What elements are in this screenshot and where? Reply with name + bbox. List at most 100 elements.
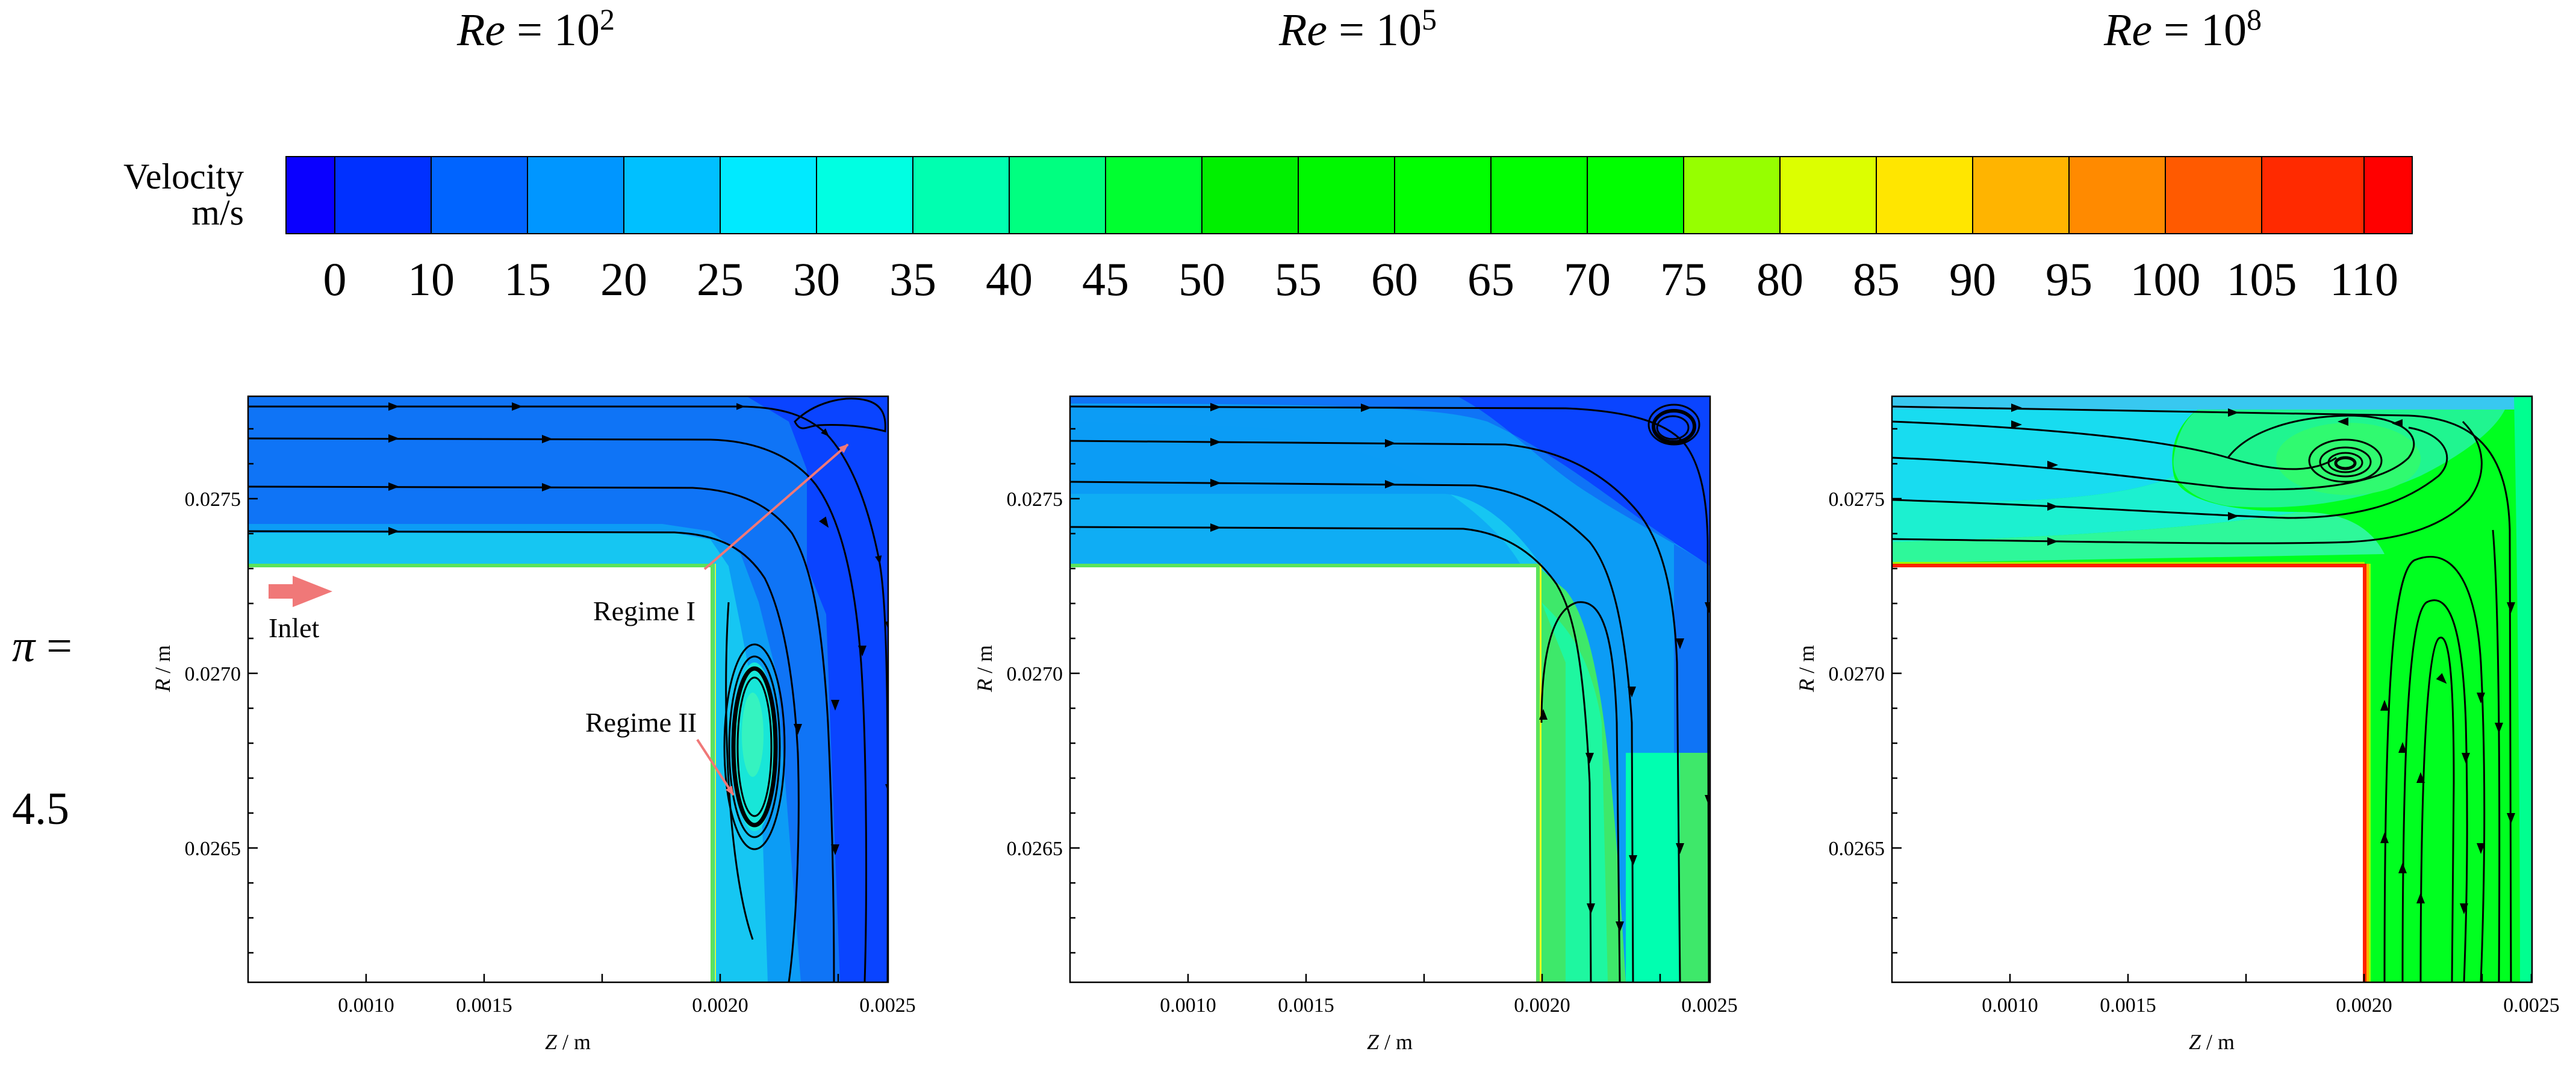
- colorbar-cell: [623, 156, 721, 234]
- panel-3-ylabel: R / m: [1794, 645, 1818, 693]
- colorbar-tick-label: 110: [2330, 253, 2398, 305]
- panel-3-xtick-4: 0.0025: [2503, 994, 2560, 1017]
- colorbar-cell: [2068, 156, 2166, 234]
- colorbar-cell: [912, 156, 1010, 234]
- colorbar-tick-label: 25: [697, 253, 744, 305]
- colorbar-cell: [1009, 156, 1106, 234]
- colorbar-cell: [816, 156, 913, 234]
- regime-1-pointer: [703, 443, 849, 570]
- panel-3-xlabel: Z / m: [2189, 1030, 2235, 1054]
- colorbar-cell: [1490, 156, 1588, 234]
- pi-value: 4.5: [12, 784, 69, 834]
- panel-1-axis-ticks: [248, 428, 889, 982]
- panel-2-ytick-1: 0.0275: [1007, 488, 1063, 511]
- regime-2-pointer: [696, 738, 735, 796]
- panel-re-1e8: 0.0010 0.0015 0.0020 0.0025 0.0275 0.027…: [1794, 395, 2560, 1054]
- panel-3-xtick-2: 0.0015: [2100, 994, 2156, 1017]
- colorbar-cell: [2165, 156, 2262, 234]
- panel-1-xlabel: Z / m: [545, 1030, 591, 1054]
- inlet-label: Inlet: [269, 612, 320, 643]
- row-label: π = 4.5: [12, 621, 72, 834]
- colorbar-tick-label: 20: [600, 253, 647, 305]
- colorbar-title: Velocity: [123, 157, 244, 196]
- regime-2-label: Regime II: [585, 707, 697, 738]
- panel-3-axis-ticks: [1892, 428, 2533, 982]
- panel-2-contour: [1070, 396, 1710, 982]
- colorbar-cell: [1779, 156, 1877, 234]
- panel-2-xtick-3: 0.0020: [1514, 994, 1570, 1017]
- colorbar-tick-label: 15: [504, 253, 551, 305]
- colorbar-tick-label: 100: [2130, 253, 2201, 305]
- colorbar: Velocity m/s 0 10 15 20 25 30 35 40 45 50 55 60 65 70…: [123, 156, 2413, 305]
- panel-1-ytick-2: 0.0270: [185, 663, 241, 685]
- panel-re-1e2: Inlet Regime I Regime II 0.0010 0.0015 0…: [151, 395, 916, 1054]
- colorbar-tick-label: 50: [1178, 253, 1225, 305]
- panel-1-contour: [248, 396, 888, 982]
- panel-2-xtick-1: 0.0010: [1160, 994, 1216, 1017]
- panel-2-ylabel: R / m: [972, 645, 997, 693]
- panel-1-ylabel: R / m: [151, 645, 175, 693]
- inlet-arrow: [269, 576, 332, 607]
- colorbar-tick-label: 10: [408, 253, 455, 305]
- colorbar-cell: [431, 156, 528, 234]
- colorbar-tick-label: 35: [889, 253, 936, 305]
- colorbar-tick-label: 0: [323, 253, 347, 305]
- panel-2-xtick-2: 0.0015: [1278, 994, 1334, 1017]
- panel-3-contour: [1892, 396, 2532, 982]
- panel-2-axis-ticks: [1070, 428, 1711, 982]
- colorbar-cell: [1394, 156, 1492, 234]
- colorbar-cell: [1201, 156, 1299, 234]
- regime-1-label: Regime I: [593, 596, 695, 626]
- colorbar-cell: [2363, 156, 2413, 234]
- panel-3-ytick-3: 0.0265: [1829, 838, 1885, 860]
- colorbar-cell: [334, 156, 432, 234]
- panel-3-ytick-1: 0.0275: [1829, 488, 1885, 511]
- colorbar-tick-label: 80: [1756, 253, 1803, 305]
- panel-2-xtick-4: 0.0025: [1681, 994, 1738, 1017]
- colorbar-tick-label: 40: [986, 253, 1033, 305]
- panel-1-xtick-1: 0.0010: [338, 994, 394, 1017]
- colorbar-tick-label: 85: [1853, 253, 1900, 305]
- colorbar-tick-label: 55: [1275, 253, 1322, 305]
- colorbar-cell: [527, 156, 624, 234]
- colorbar-tick-label: 30: [793, 253, 840, 305]
- re-header-3: Re = 108: [2103, 2, 2262, 55]
- panel-1-xtick-3: 0.0020: [692, 994, 748, 1017]
- colorbar-cell: [1683, 156, 1781, 234]
- colorbar-tick-label: 95: [2046, 253, 2092, 305]
- colorbar-tick-label: 60: [1371, 253, 1418, 305]
- colorbar-cell: [1876, 156, 1973, 234]
- panel-2-ytick-2: 0.0270: [1007, 663, 1063, 685]
- panel-1-ytick-1: 0.0275: [185, 488, 241, 511]
- colorbar-unit: m/s: [191, 193, 244, 232]
- colorbar-cells: [285, 156, 2413, 234]
- colorbar-cell: [1587, 156, 1684, 234]
- panel-3-ytick-2: 0.0270: [1829, 663, 1885, 685]
- column-headers: Re = 102 Re = 105 Re = 108: [456, 2, 2262, 55]
- re-header-2: Re = 105: [1278, 2, 1437, 55]
- colorbar-tick-label: 45: [1082, 253, 1129, 305]
- colorbar-cell: [1972, 156, 2070, 234]
- re-header-1: Re = 102: [456, 2, 615, 55]
- colorbar-cell: [285, 156, 335, 234]
- colorbar-tick-label: 105: [2227, 253, 2297, 305]
- colorbar-tick-label: 90: [1949, 253, 1996, 305]
- colorbar-cell: [720, 156, 817, 234]
- panel-re-1e5: 0.0010 0.0015 0.0020 0.0025 0.0275 0.027…: [972, 395, 1738, 1054]
- colorbar-tick-labels: 0 10 15 20 25 30 35 40 45 50 55 60 65 70 75 80 85 90 95 100…: [323, 253, 2399, 305]
- panel-2-xlabel: Z / m: [1367, 1030, 1413, 1054]
- panel-3-xtick-1: 0.0010: [1982, 994, 2038, 1017]
- colorbar-cell: [1298, 156, 1395, 234]
- panel-1-xtick-2: 0.0015: [456, 994, 512, 1017]
- colorbar-cell: [1105, 156, 1202, 234]
- panel-3-xtick-3: 0.0020: [2336, 994, 2392, 1017]
- colorbar-tick-label: 70: [1564, 253, 1611, 305]
- panel-1-xtick-4: 0.0025: [859, 994, 916, 1017]
- pi-label: π =: [12, 621, 72, 672]
- panel-2-ytick-3: 0.0265: [1007, 838, 1063, 860]
- colorbar-tick-label: 65: [1467, 253, 1514, 305]
- colorbar-tick-label: 75: [1660, 253, 1707, 305]
- panel-1-ytick-3: 0.0265: [185, 838, 241, 860]
- colorbar-cell: [2261, 156, 2365, 234]
